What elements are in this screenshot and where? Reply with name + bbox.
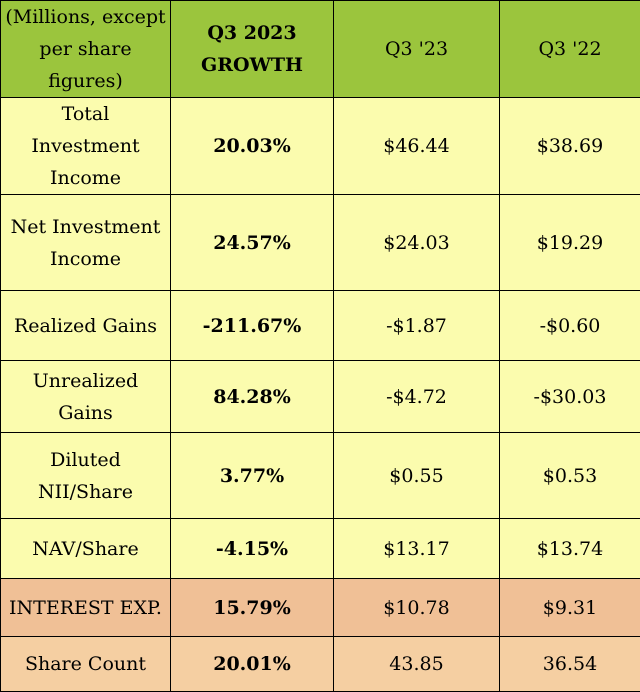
row-label: NAV/Share xyxy=(1,519,171,579)
row-q3-22: 36.54 xyxy=(500,637,640,692)
row-growth: -4.15% xyxy=(171,519,334,579)
row-q3-23: $10.78 xyxy=(334,579,500,637)
row-label: Share Count xyxy=(1,637,171,692)
table-row: Share Count 20.01% 43.85 36.54 xyxy=(1,637,640,692)
table-row: Realized Gains -211.67% -$1.87 -$0.60 xyxy=(1,291,640,361)
row-q3-22: $13.74 xyxy=(500,519,640,579)
row-growth: 84.28% xyxy=(171,361,334,433)
row-label: INTEREST EXP. xyxy=(1,579,171,637)
row-q3-22: $19.29 xyxy=(500,195,640,291)
row-q3-23: $46.44 xyxy=(334,98,500,195)
row-q3-23: 43.85 xyxy=(334,637,500,692)
row-growth: 20.01% xyxy=(171,637,334,692)
row-label: Net Investment Income xyxy=(1,195,171,291)
header-units: (Millions, except per share figures) xyxy=(1,1,171,98)
row-q3-23: -$1.87 xyxy=(334,291,500,361)
row-q3-22: -$0.60 xyxy=(500,291,640,361)
table-row: Diluted NII/Share 3.77% $0.55 $0.53 xyxy=(1,433,640,519)
header-row: (Millions, except per share figures) Q3 … xyxy=(1,1,640,98)
row-growth: 20.03% xyxy=(171,98,334,195)
header-q3-23: Q3 '23 xyxy=(334,1,500,98)
row-q3-22: $9.31 xyxy=(500,579,640,637)
row-label: Total Investment Income xyxy=(1,98,171,195)
row-label: Diluted NII/Share xyxy=(1,433,171,519)
row-q3-23: -$4.72 xyxy=(334,361,500,433)
row-q3-22: $38.69 xyxy=(500,98,640,195)
row-growth: -211.67% xyxy=(171,291,334,361)
row-growth: 15.79% xyxy=(171,579,334,637)
row-q3-23: $0.55 xyxy=(334,433,500,519)
table-row: Net Investment Income 24.57% $24.03 $19.… xyxy=(1,195,640,291)
table-row: NAV/Share -4.15% $13.17 $13.74 xyxy=(1,519,640,579)
row-label: Unrealized Gains xyxy=(1,361,171,433)
row-growth: 24.57% xyxy=(171,195,334,291)
row-q3-23: $13.17 xyxy=(334,519,500,579)
row-q3-22: -$30.03 xyxy=(500,361,640,433)
header-growth: Q3 2023 GROWTH xyxy=(171,1,334,98)
table-row: Unrealized Gains 84.28% -$4.72 -$30.03 xyxy=(1,361,640,433)
row-q3-22: $0.53 xyxy=(500,433,640,519)
table-row: INTEREST EXP. 15.79% $10.78 $9.31 xyxy=(1,579,640,637)
header-q3-22: Q3 '22 xyxy=(500,1,640,98)
row-label: Realized Gains xyxy=(1,291,171,361)
row-growth: 3.77% xyxy=(171,433,334,519)
table-row: Total Investment Income 20.03% $46.44 $3… xyxy=(1,98,640,195)
row-q3-23: $24.03 xyxy=(334,195,500,291)
